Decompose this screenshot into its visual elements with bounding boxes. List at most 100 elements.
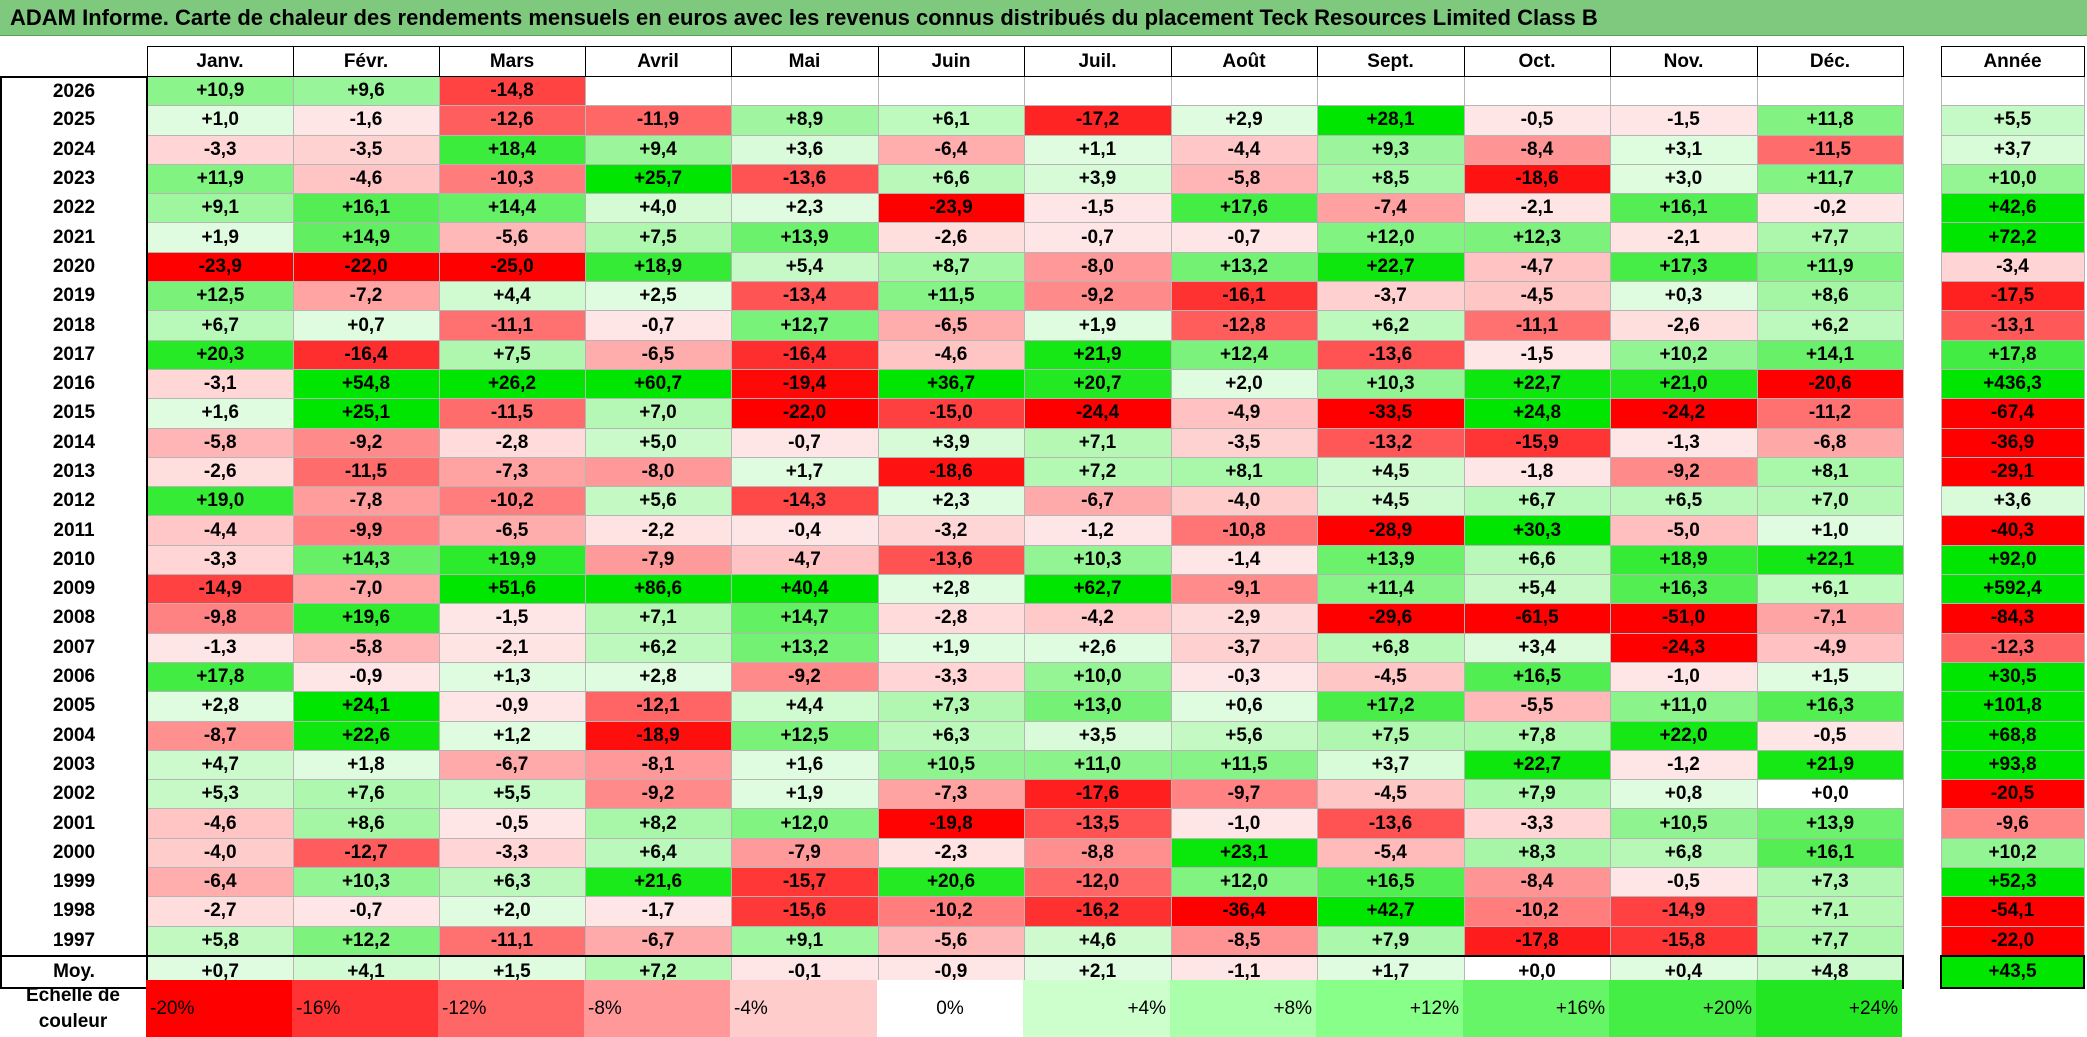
heatmap-cell: +22,7: [1316, 251, 1465, 283]
heatmap-cell: +10,3: [292, 867, 440, 898]
heatmap-cell: -5,8: [1170, 163, 1318, 195]
column-gap: [1903, 721, 1941, 751]
heatmap-cell: -0,7: [584, 310, 732, 341]
heatmap-cell: +9,4: [584, 134, 732, 165]
heatmap-cell: +16,5: [1463, 661, 1611, 693]
heatmap-cell: -3,3: [146, 544, 294, 576]
heatmap-cell: -11,5: [438, 398, 586, 429]
year-label: 2017: [0, 340, 148, 370]
heatmap-cell: -2,1: [1463, 193, 1611, 224]
heatmap-cell: -9,2: [1609, 456, 1758, 488]
column-gap: [1903, 662, 1941, 692]
heatmap-cell: +2,5: [584, 281, 732, 312]
heatmap-cell: -1,2: [1023, 515, 1172, 546]
heatmap-cell: +5,5: [438, 779, 586, 810]
heatmap-cell: -13,6: [1316, 339, 1465, 370]
heatmap-cell: +6,2: [1316, 310, 1465, 341]
annual-cell: +5,5: [1940, 105, 2085, 136]
heatmap-cell: +20,7: [1023, 368, 1172, 400]
year-label: 2001: [0, 808, 148, 839]
heatmap-cell: -0,3: [1170, 661, 1318, 693]
column-gap: [1903, 193, 1941, 223]
year-label: 2005: [0, 691, 148, 722]
table-row: 2025 +1,0 -1,6 -12,6 -11,9 +8,9 +6,1 -17,2 +2,9 +…: [0, 105, 2085, 136]
heatmap-cell: +14,4: [438, 193, 586, 224]
heatmap-cell: +40,4: [730, 574, 879, 605]
heatmap-cell: +9,6: [292, 75, 440, 107]
heatmap-cell: +3,7: [1316, 749, 1465, 781]
year-label: 2000: [0, 838, 148, 868]
heatmap-cell: +14,1: [1756, 339, 1904, 370]
heatmap-cell: +12,7: [730, 310, 879, 341]
heatmap-cell: -6,8: [1756, 427, 1904, 458]
table-row: 1997 +5,8 +12,2 -11,1 -6,7 +9,1 -5,6 +4,6 -8,5 +7…: [0, 925, 2085, 957]
heatmap-cell: -16,2: [1023, 896, 1172, 927]
year-label: 2021: [0, 222, 148, 253]
heatmap-cell: +22,0: [1609, 720, 1758, 751]
heatmap-cell: -6,7: [584, 925, 732, 957]
heatmap-cell: +4,6: [1023, 925, 1172, 957]
heatmap-cell: +8,7: [877, 251, 1025, 283]
heatmap-cell: +13,0: [1023, 691, 1172, 722]
table-row: 2012 +19,0 -7,8 -10,2 +5,6 -14,3 +2,3 -6,7 -4,0 +…: [0, 486, 2085, 517]
color-scale-swatch: -12%: [438, 980, 584, 1037]
heatmap-cell: -12,8: [1170, 310, 1318, 341]
heatmap-cell: -3,5: [292, 134, 440, 165]
table-row: 2001 -4,6 +8,6 -0,5 +8,2 +12,0 -19,8 -13,5 -1,0-…: [0, 808, 2085, 839]
year-label: 2024: [0, 135, 148, 165]
heatmap-cell: +24,1: [292, 691, 440, 722]
heatmap-cell: +6,8: [1609, 837, 1758, 869]
heatmap-cell: +7,5: [438, 339, 586, 370]
heatmap-cell: -10,2: [877, 896, 1025, 927]
heatmap-cell: -13,6: [877, 544, 1025, 576]
year-label: 2026: [0, 75, 148, 106]
column-gap: [1903, 281, 1941, 311]
column-gap: [1903, 515, 1941, 546]
heatmap-cell: +13,9: [1316, 544, 1465, 576]
heatmap-cell: +11,4: [1316, 574, 1465, 605]
heatmap-cell: +2,8: [584, 661, 732, 693]
heatmap-cell: +7,6: [292, 779, 440, 810]
heatmap-cell: -1,5: [1023, 193, 1172, 224]
heatmap-cell: [1756, 75, 1904, 107]
heatmap-cell: +7,1: [1756, 896, 1904, 927]
heatmap-cell: +2,0: [1170, 368, 1318, 400]
table-row: 2002 +5,3 +7,6 +5,5 -9,2 +1,9 -7,3 -17,6 -9,7 -4,…: [0, 779, 2085, 810]
heatmap-cell: +6,1: [877, 105, 1025, 136]
heatmap-cell: -2,9: [1170, 603, 1318, 634]
heatmap-cell: +8,1: [1170, 456, 1318, 488]
heatmap-cell: +3,4: [1463, 632, 1611, 663]
table-row: 2000 -4,0 -12,7 -3,3 +6,4 -7,9 -2,3 -8,8 +23,1 -5…: [0, 837, 2085, 869]
annual-cell: +10,2: [1940, 837, 2085, 869]
column-gap: [1903, 105, 1941, 136]
heatmap-cell: -12,1: [584, 691, 732, 722]
heatmap-cell: -1,4: [1170, 544, 1318, 576]
heatmap-cell: -7,0: [292, 574, 440, 605]
year-label: 2011: [0, 515, 148, 546]
heatmap-cell: +30,3: [1463, 515, 1611, 546]
heatmap-cell: +3,9: [877, 427, 1025, 458]
heatmap-cell: -14,9: [146, 574, 294, 605]
table-row: 2013 -2,6 -11,5 -7,3 -8,0 +1,7 -18,6 +7,2 +8,1 +4…: [0, 456, 2085, 488]
table-row: 2016 -3,1 +54,8 +26,2 +60,7 -19,4 +36,7 +20,7 +2…: [0, 368, 2085, 400]
heatmap-cell: +1,9: [730, 779, 879, 810]
color-scale-swatch: +16%: [1463, 980, 1609, 1037]
heatmap-cell: +0,7: [292, 310, 440, 341]
heatmap-cell: +9,1: [730, 925, 879, 957]
heatmap-cell: -4,9: [1170, 398, 1318, 429]
year-label: 2007: [0, 633, 148, 663]
year-label: 2014: [0, 428, 148, 458]
heatmap-cell: +12,5: [146, 281, 294, 312]
heatmap-cell: -13,6: [730, 163, 879, 195]
heatmap-cell: +1,3: [438, 661, 586, 693]
heatmap-cell: +2,9: [1170, 105, 1318, 136]
heatmap-cell: +11,8: [1756, 105, 1904, 136]
heatmap-cell: -23,9: [146, 251, 294, 283]
heatmap-cell: -6,4: [877, 134, 1025, 165]
heatmap-cell: -5,4: [1316, 837, 1465, 869]
heatmap-cell: -1,5: [1463, 339, 1611, 370]
heatmap-cell: +0,0: [1756, 779, 1904, 810]
heatmap-cell: +16,5: [1316, 867, 1465, 898]
heatmap-cell: -22,0: [292, 251, 440, 283]
heatmap-cell: -5,0: [1609, 515, 1758, 546]
